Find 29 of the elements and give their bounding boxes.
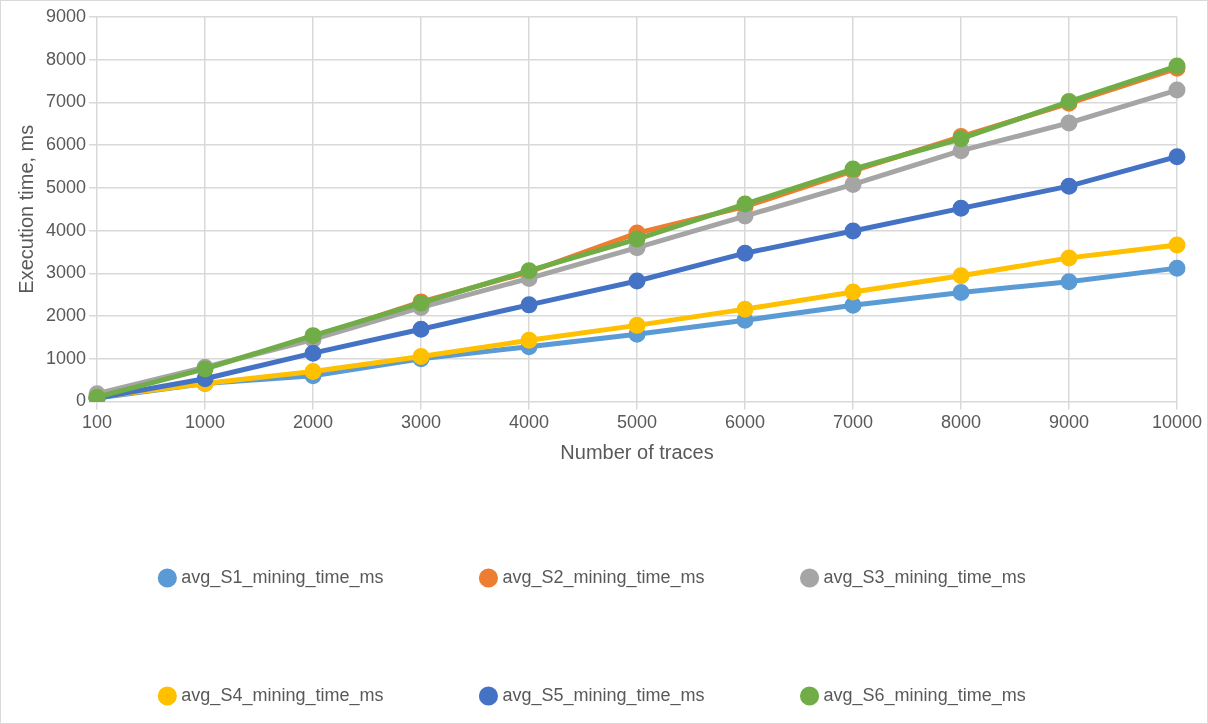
y-tick-label: 3000 [46, 262, 87, 283]
legend-label: avg_S6_mining_time_ms [823, 684, 1026, 706]
y-axis-title: Execution time, ms [14, 124, 37, 294]
y-tick-label: 8000 [46, 48, 87, 69]
legend-label: avg_S3_mining_time_ms [823, 566, 1026, 588]
y-tick-label: 9000 [46, 5, 87, 26]
x-tick-label: 9000 [1048, 412, 1090, 433]
x-tick-label: 10000 [1151, 412, 1203, 433]
legend-label: avg_S2_mining_time_ms [502, 566, 705, 588]
x-tick-label: 8000 [940, 412, 982, 433]
x-tick-label: 4000 [509, 412, 550, 433]
legend-label: avg_S1_mining_time_ms [181, 566, 384, 588]
x-tick-label: 100 [82, 412, 113, 433]
x-axis-title: Number of traces [560, 440, 714, 463]
y-tick-label: 7000 [46, 91, 87, 112]
y-tick-label: 5000 [46, 176, 87, 197]
x-tick-label: 2000 [293, 412, 334, 433]
y-tick-label: 4000 [46, 219, 87, 240]
legend-label: avg_S5_mining_time_ms [502, 684, 705, 706]
y-tick-label: 1000 [46, 347, 87, 368]
x-tick-label: 6000 [724, 412, 766, 433]
x-tick-label: 3000 [401, 412, 442, 433]
x-tick-label: 5000 [617, 412, 658, 433]
x-tick-label: 1000 [185, 412, 226, 433]
legend-label: avg_S4_mining_time_ms [181, 684, 384, 706]
x-tick-label: 7000 [832, 412, 874, 433]
y-tick-label: 0 [76, 390, 87, 411]
y-tick-label: 2000 [46, 304, 87, 325]
y-tick-label: 6000 [46, 134, 87, 155]
